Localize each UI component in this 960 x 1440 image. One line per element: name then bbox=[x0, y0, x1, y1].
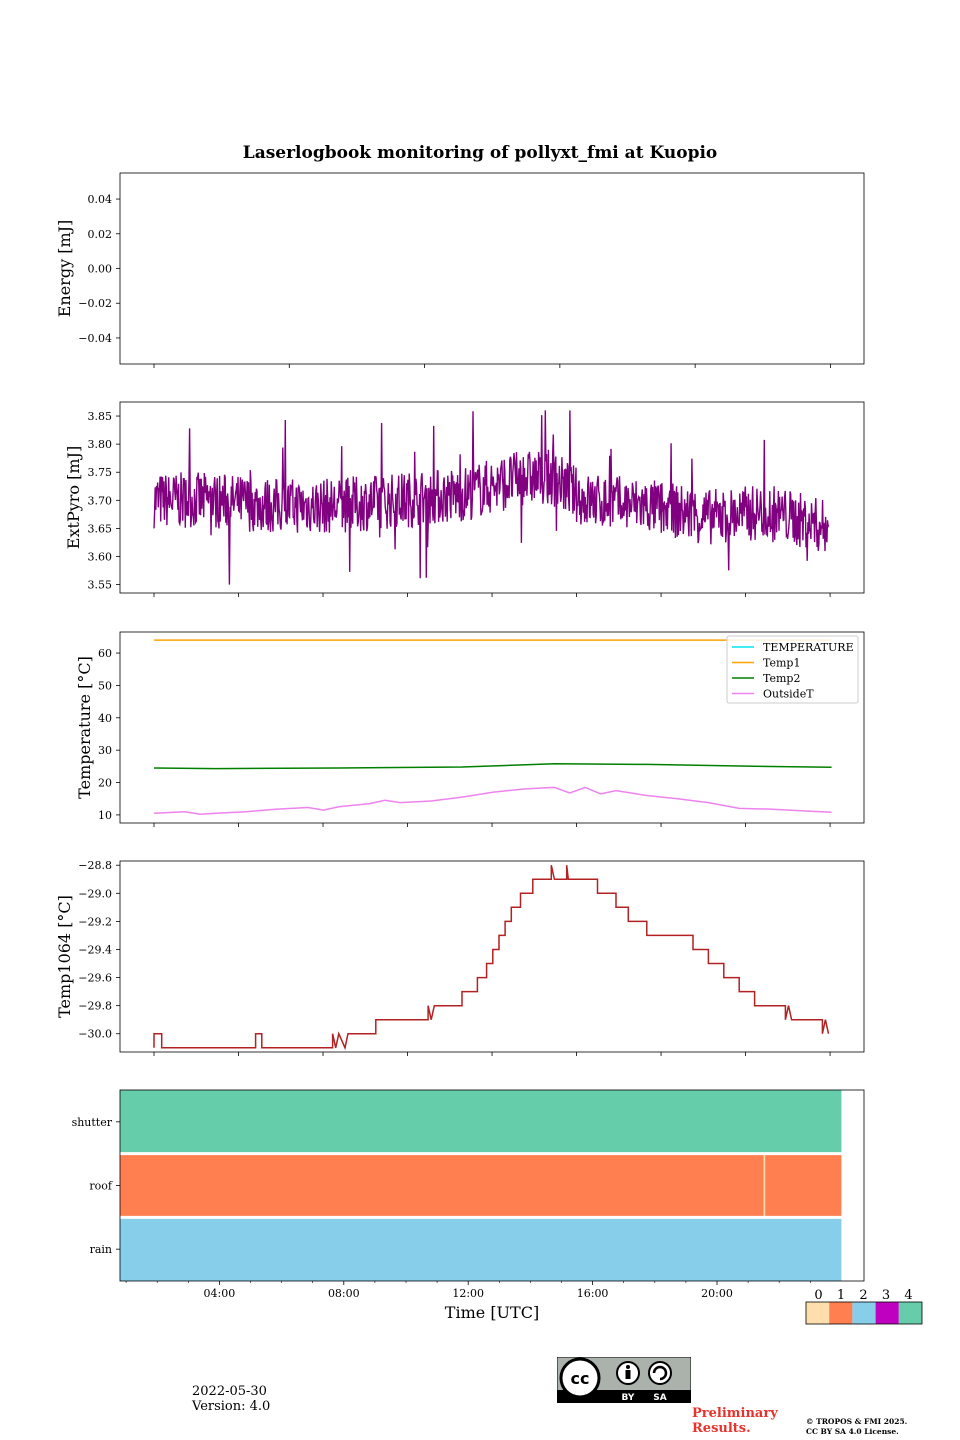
y-tick-label: −28.8 bbox=[78, 859, 112, 872]
colorbar-tick-label: 4 bbox=[904, 1288, 912, 1303]
y-tick-label: 0.04 bbox=[88, 193, 113, 206]
colorbar-tick-label: 1 bbox=[837, 1288, 845, 1303]
y-tick-label: 3.85 bbox=[88, 410, 113, 423]
plot-area bbox=[153, 865, 830, 1051]
preliminary-line-1: Preliminary bbox=[692, 1406, 778, 1421]
x-tick-label: 08:00 bbox=[328, 1287, 360, 1300]
sa-arrow-icon bbox=[652, 1365, 668, 1381]
status-cell-roof bbox=[120, 1153, 764, 1218]
copyright-line-1: © TROPOS & FMI 2025. bbox=[806, 1417, 908, 1426]
version-label: Version: 4.0 bbox=[192, 1399, 271, 1414]
date-version-block: 2022-05-30 Version: 4.0 bbox=[192, 1384, 270, 1414]
cc-logo-icon bbox=[559, 1357, 601, 1399]
panel-energy: 0.04 0.02 0.00 −0.02 −0.04 Energy [mJ] bbox=[55, 172, 865, 368]
legend-label-temp1: Temp1 bbox=[763, 657, 800, 670]
y-tick-label-shutter: shutter bbox=[72, 1116, 113, 1129]
x-axis-label: Time [UTC] bbox=[445, 1303, 539, 1322]
y-tick-label: 50 bbox=[98, 679, 112, 692]
cc-by-label: BY bbox=[622, 1393, 635, 1403]
colorbar-tick-label: 3 bbox=[882, 1288, 890, 1303]
y-tick-label: 20 bbox=[98, 777, 112, 790]
y-tick-label: 0.00 bbox=[88, 263, 113, 276]
colorbar-cell-1 bbox=[829, 1302, 853, 1324]
x-tick-label: 04:00 bbox=[204, 1287, 236, 1300]
axes-frame bbox=[119, 631, 865, 824]
y-tick-label: 3.60 bbox=[88, 550, 113, 563]
plot-area bbox=[153, 410, 830, 585]
y-tick-label-roof: roof bbox=[89, 1180, 113, 1193]
series-line-extpyro bbox=[153, 410, 830, 585]
cc-sa-label: SA bbox=[653, 1393, 666, 1403]
figure-title: Laserlogbook monitoring of pollyxt_fmi a… bbox=[243, 143, 718, 163]
colorbar-tick-label: 2 bbox=[859, 1288, 867, 1303]
cc-by-sa-badge: cc BY SA bbox=[556, 1356, 692, 1404]
legend: TEMPERATURE Temp1 Temp2 OutsideT bbox=[726, 635, 859, 704]
axes-frame bbox=[119, 1089, 865, 1282]
axes-frame bbox=[119, 172, 865, 365]
date-label: 2022-05-30 bbox=[192, 1384, 267, 1399]
y-tick-label: 0.02 bbox=[88, 228, 113, 241]
copyright-notice: © TROPOS & FMI 2025. CC BY SA 4.0 Licens… bbox=[806, 1417, 907, 1437]
axes-frame bbox=[119, 860, 865, 1053]
y-tick-label: −0.04 bbox=[78, 332, 112, 345]
y-tick-label: −29.6 bbox=[78, 972, 112, 985]
y-axis-label: Energy [mJ] bbox=[55, 220, 74, 318]
legend-box bbox=[726, 635, 859, 704]
y-axis-label: ExtPyro [mJ] bbox=[64, 446, 83, 549]
y-tick-label: −30.0 bbox=[78, 1028, 112, 1041]
status-cell-rain bbox=[120, 1217, 842, 1281]
colorbar-cell-3 bbox=[875, 1302, 899, 1324]
preliminary-notice: Preliminary Results. bbox=[692, 1406, 778, 1436]
x-tick-label: 16:00 bbox=[577, 1287, 609, 1300]
y-tick-label: −29.4 bbox=[78, 943, 112, 956]
status-cell-shutter bbox=[120, 1090, 842, 1154]
y-tick-label: −29.0 bbox=[78, 887, 112, 900]
y-tick-label: 3.70 bbox=[88, 494, 113, 507]
series-line-temp1064 bbox=[153, 865, 830, 1051]
panel-temp1064: −28.8 −29.0 −29.2 −29.4 −29.6 −29.8 −30.0 Temp1… bbox=[55, 859, 865, 1056]
panel-extpyro: 3.85 3.80 3.75 3.70 3.65 3.60 3.55 ExtPyro [mJ] bbox=[64, 401, 865, 597]
y-tick-label: −0.02 bbox=[78, 297, 112, 310]
y-tick-label-rain: rain bbox=[90, 1243, 112, 1256]
copyright-line-2: CC BY SA 4.0 License. bbox=[806, 1427, 899, 1436]
x-tick-label: 20:00 bbox=[701, 1287, 733, 1300]
status-cell-roof bbox=[765, 1153, 842, 1218]
colorbar-cell-0 bbox=[806, 1302, 830, 1324]
legend-label-outsidet: OutsideT bbox=[763, 688, 814, 701]
y-axis-label: Temperature [°C] bbox=[75, 656, 94, 799]
cc-logo-letters: cc bbox=[571, 1369, 590, 1388]
y-tick-label: 3.55 bbox=[88, 579, 113, 592]
status-cell-roof bbox=[763, 1153, 766, 1218]
series-line-temp2 bbox=[153, 763, 832, 770]
by-person-body-icon bbox=[625, 1370, 631, 1379]
plot-area bbox=[153, 639, 832, 816]
sa-sharealike-icon bbox=[648, 1361, 672, 1385]
colorbar-tick-label: 0 bbox=[814, 1288, 822, 1303]
x-tick-label: 12:00 bbox=[452, 1287, 484, 1300]
by-person-head-icon bbox=[626, 1365, 630, 1369]
axes-frame bbox=[119, 401, 865, 594]
y-tick-label: 3.65 bbox=[88, 522, 113, 535]
y-tick-label: 10 bbox=[98, 809, 112, 822]
colorbar-cell-2 bbox=[852, 1302, 876, 1324]
legend-label-temperature: TEMPERATURE bbox=[763, 641, 854, 654]
y-tick-label: 3.80 bbox=[88, 438, 113, 451]
colorbar-cell-4 bbox=[898, 1302, 922, 1324]
legend-label-temp2: Temp2 bbox=[763, 672, 800, 685]
y-tick-label: −29.8 bbox=[78, 1000, 112, 1013]
y-tick-label: 30 bbox=[98, 744, 112, 757]
preliminary-line-2: Results. bbox=[692, 1421, 751, 1436]
y-axis-label: Temp1064 [°C] bbox=[55, 895, 74, 1018]
series-line-outsidet bbox=[153, 786, 832, 816]
y-tick-label: 3.75 bbox=[88, 466, 113, 479]
panel-status: shutter roof rain 04:00 08:00 12:00 16:00 20:00 bbox=[72, 1089, 865, 1300]
colorbar-frame bbox=[805, 1301, 923, 1325]
y-tick-label: −29.2 bbox=[78, 915, 112, 928]
y-tick-label: 40 bbox=[98, 712, 112, 725]
y-tick-label: 60 bbox=[98, 647, 112, 660]
